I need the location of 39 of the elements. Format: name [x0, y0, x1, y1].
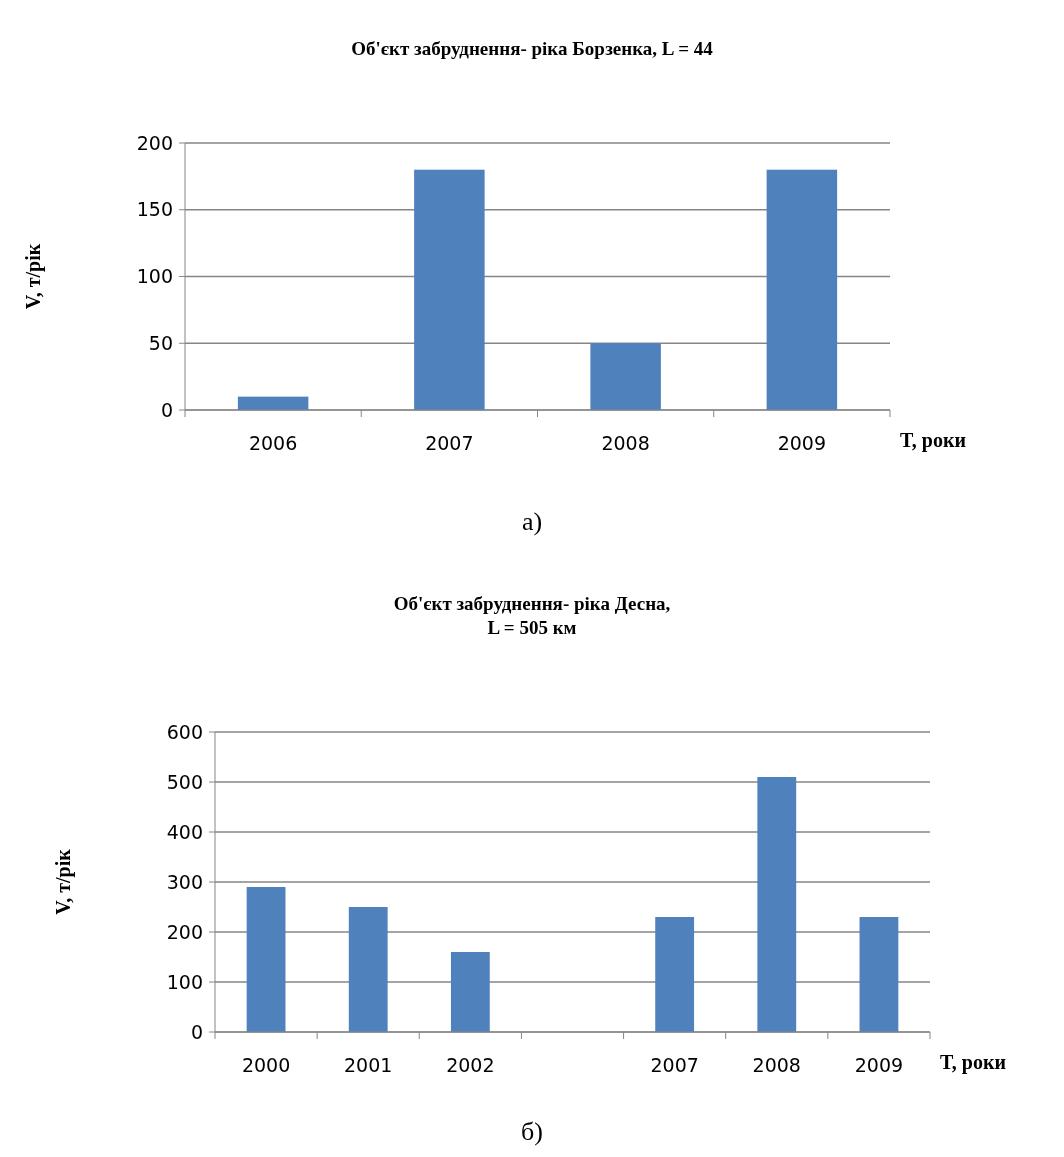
- y-tick-label: 500: [166, 770, 203, 793]
- chart-title: Об'єкт забруднення- ріка Борзенка, L = 44: [351, 38, 714, 59]
- x-tick-label: 2007: [650, 1054, 699, 1076]
- y-tick-label: 50: [148, 331, 173, 354]
- x-tick-label: 2007: [425, 432, 474, 454]
- y-tick-label: 0: [160, 398, 173, 421]
- bar: [655, 917, 695, 1032]
- x-tick-label: 2006: [248, 432, 298, 454]
- x-tick-label: 2001: [344, 1054, 393, 1076]
- x-axis-title: T, роки: [940, 1051, 1007, 1074]
- x-axis-title: T, роки: [900, 429, 967, 452]
- y-tick-label: 100: [166, 970, 203, 993]
- text: б): [521, 1117, 543, 1146]
- y-tick-label: 300: [166, 870, 203, 893]
- bar: [590, 343, 661, 410]
- y-tick-label: 200: [166, 920, 203, 943]
- bar: [414, 169, 485, 410]
- bar: [246, 887, 286, 1032]
- y-tick-label: 200: [136, 131, 173, 154]
- bar: [859, 917, 899, 1032]
- x-tick-label: 2008: [752, 1054, 801, 1076]
- y-tick-label: 0: [190, 1020, 203, 1043]
- text: а): [521, 507, 543, 536]
- bar: [766, 169, 838, 410]
- bar: [757, 777, 797, 1032]
- bar: [348, 907, 388, 1032]
- x-tick-label: 2008: [601, 432, 650, 454]
- y-tick-label: 400: [166, 820, 203, 843]
- y-tick-label: 150: [136, 198, 173, 221]
- y-tick-label: 100: [136, 265, 173, 288]
- y-axis-title: V, т/рік: [52, 848, 75, 915]
- x-tick-label: 2009: [854, 1054, 904, 1076]
- chart-title: Об'єкт забруднення- ріка Десна, L = 505 км: [393, 593, 671, 638]
- x-tick-label: 2009: [777, 432, 827, 454]
- y-axis-title: V, т/рік: [22, 243, 45, 310]
- x-tick-label: 2002: [446, 1054, 495, 1076]
- bar: [450, 952, 490, 1032]
- x-tick-label: 2000: [241, 1054, 291, 1076]
- y-tick-label: 600: [166, 720, 203, 743]
